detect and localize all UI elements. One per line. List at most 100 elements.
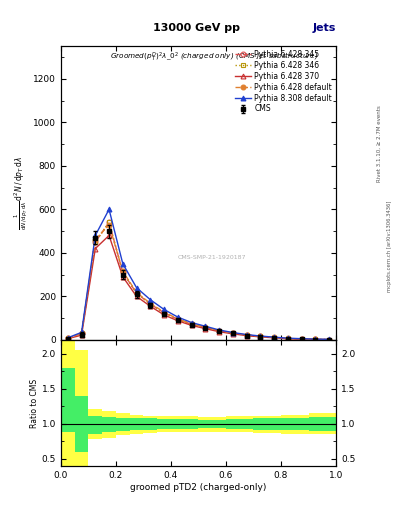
Pythia 6.428 346 <box>162 310 167 316</box>
Pythia 6.428 default <box>134 289 139 295</box>
Pythia 6.428 345 <box>107 219 112 225</box>
Pythia 8.308 default <box>230 330 235 336</box>
Pythia 8.308 default <box>244 331 249 337</box>
Pythia 6.428 346 <box>272 334 277 340</box>
Pythia 8.308 default <box>272 334 277 340</box>
Pythia 6.428 default <box>217 328 222 334</box>
Pythia 6.428 default <box>65 335 70 342</box>
Pythia 6.428 370 <box>93 245 97 251</box>
Pythia 8.308 default <box>134 285 139 291</box>
Pythia 6.428 346 <box>217 328 222 334</box>
Pythia 6.428 370 <box>134 293 139 300</box>
Pythia 6.428 370 <box>148 303 152 309</box>
Pythia 6.428 default <box>327 336 332 343</box>
Pythia 6.428 346 <box>79 330 84 336</box>
Pythia 6.428 345 <box>162 310 167 316</box>
Pythia 6.428 346 <box>203 325 208 331</box>
Legend: Pythia 6.428 345, Pythia 6.428 346, Pythia 6.428 370, Pythia 6.428 default, Pyth: Pythia 6.428 345, Pythia 6.428 346, Pyth… <box>233 48 334 115</box>
Pythia 6.428 default <box>258 333 263 339</box>
Pythia 6.428 default <box>203 324 208 330</box>
Pythia 8.308 default <box>79 329 84 335</box>
Line: Pythia 6.428 370: Pythia 6.428 370 <box>65 233 332 342</box>
Pythia 6.428 default <box>230 330 235 336</box>
Pythia 6.428 370 <box>244 332 249 338</box>
Pythia 6.428 default <box>313 336 318 343</box>
Pythia 8.308 default <box>258 333 263 339</box>
Pythia 6.428 370 <box>327 336 332 343</box>
X-axis label: groomed pTD2 (charged-only): groomed pTD2 (charged-only) <box>130 482 267 492</box>
Pythia 6.428 346 <box>258 333 263 339</box>
Pythia 6.428 370 <box>162 312 167 318</box>
Pythia 8.308 default <box>107 206 112 212</box>
Pythia 6.428 345 <box>244 332 249 338</box>
Pythia 6.428 default <box>148 301 152 307</box>
Pythia 6.428 default <box>79 330 84 336</box>
Pythia 6.428 345 <box>313 336 318 343</box>
Pythia 6.428 345 <box>299 336 304 342</box>
Pythia 8.308 default <box>189 319 194 326</box>
Pythia 6.428 370 <box>203 326 208 332</box>
Pythia 8.308 default <box>313 336 318 342</box>
Pythia 6.428 345 <box>79 330 84 336</box>
Pythia 6.428 345 <box>175 316 180 323</box>
Text: CMS-SMP-21-1920187: CMS-SMP-21-1920187 <box>178 255 246 260</box>
Y-axis label: $\frac{1}{\mathrm{d}N\,/\,\mathrm{d}p_T\,\mathrm{d}\lambda}\,\mathrm{d}^2N\,/\,\: $\frac{1}{\mathrm{d}N\,/\,\mathrm{d}p_T\… <box>12 156 29 230</box>
Pythia 8.308 default <box>285 335 290 342</box>
Pythia 6.428 346 <box>175 316 180 323</box>
Pythia 8.308 default <box>299 335 304 342</box>
Pythia 6.428 370 <box>217 329 222 335</box>
Pythia 6.428 346 <box>299 336 304 342</box>
Pythia 6.428 345 <box>230 330 235 336</box>
Pythia 6.428 default <box>93 237 97 243</box>
Pythia 8.308 default <box>327 336 332 343</box>
Pythia 6.428 345 <box>285 335 290 342</box>
Pythia 8.308 default <box>65 335 70 341</box>
Pythia 8.308 default <box>120 261 125 267</box>
Pythia 6.428 345 <box>189 321 194 327</box>
Pythia 6.428 345 <box>203 325 208 331</box>
Pythia 6.428 370 <box>299 336 304 342</box>
Pythia 6.428 370 <box>175 318 180 324</box>
Pythia 6.428 345 <box>65 335 70 342</box>
Text: Rivet 3.1.10, ≥ 2.7M events: Rivet 3.1.10, ≥ 2.7M events <box>377 105 382 182</box>
Text: Jets: Jets <box>313 23 336 33</box>
Pythia 6.428 345 <box>327 336 332 343</box>
Pythia 6.428 default <box>175 316 180 322</box>
Line: Pythia 6.428 default: Pythia 6.428 default <box>65 222 332 342</box>
Pythia 6.428 346 <box>189 321 194 327</box>
Pythia 6.428 346 <box>93 239 97 245</box>
Pythia 6.428 370 <box>230 331 235 337</box>
Pythia 6.428 346 <box>244 332 249 338</box>
Pythia 6.428 default <box>285 335 290 342</box>
Pythia 6.428 345 <box>217 328 222 334</box>
Pythia 6.428 346 <box>327 336 332 343</box>
Pythia 6.428 370 <box>313 336 318 343</box>
Line: Pythia 8.308 default: Pythia 8.308 default <box>65 207 332 342</box>
Pythia 6.428 370 <box>258 334 263 340</box>
Pythia 6.428 default <box>244 332 249 338</box>
Pythia 8.308 default <box>203 323 208 329</box>
Pythia 6.428 370 <box>120 274 125 280</box>
Text: mcplots.cern.ch [arXiv:1306.3436]: mcplots.cern.ch [arXiv:1306.3436] <box>387 200 391 291</box>
Text: Groomed$(p_T^D)^2\lambda\_0^2$ (charged only) (CMS jet substructure): Groomed$(p_T^D)^2\lambda\_0^2$ (charged … <box>110 51 319 64</box>
Pythia 8.308 default <box>148 296 152 303</box>
Pythia 6.428 345 <box>258 333 263 339</box>
Pythia 6.428 345 <box>148 301 152 307</box>
Pythia 6.428 default <box>162 309 167 315</box>
Pythia 6.428 default <box>272 334 277 340</box>
Pythia 6.428 370 <box>272 335 277 341</box>
Pythia 6.428 370 <box>285 336 290 342</box>
Pythia 6.428 345 <box>120 269 125 275</box>
Pythia 6.428 346 <box>313 336 318 343</box>
Pythia 6.428 370 <box>65 335 70 342</box>
Pythia 6.428 346 <box>65 335 70 342</box>
Pythia 6.428 default <box>189 321 194 327</box>
Pythia 6.428 370 <box>79 332 84 338</box>
Pythia 8.308 default <box>93 232 97 239</box>
Pythia 6.428 345 <box>134 290 139 296</box>
Pythia 8.308 default <box>217 327 222 333</box>
Pythia 6.428 370 <box>107 232 112 239</box>
Pythia 6.428 default <box>107 222 112 228</box>
Line: Pythia 6.428 346: Pythia 6.428 346 <box>65 220 332 342</box>
Pythia 6.428 346 <box>120 269 125 275</box>
